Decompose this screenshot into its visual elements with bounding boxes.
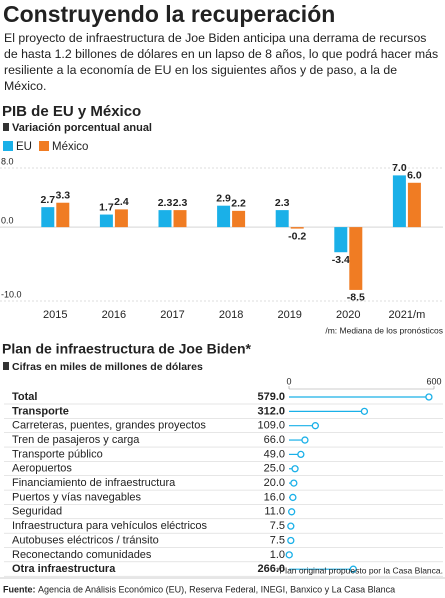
bar <box>99 214 113 228</box>
category-label: Transporte <box>12 405 69 417</box>
value-label: 1.7 <box>99 201 114 213</box>
value-label: 7.5 <box>270 520 285 532</box>
lollipop-head <box>287 536 295 545</box>
chart-subtitle: Cifras en miles de millones de dólares <box>12 361 203 373</box>
chart-title: Plan de infraestructura de Joe Biden* <box>2 341 252 357</box>
intro-text: El proyecto de infraestructura de Joe Bi… <box>4 31 439 93</box>
bar <box>41 207 55 228</box>
lollipop-head <box>285 551 293 559</box>
lollipop-head <box>287 522 295 530</box>
lollipop-head <box>289 493 297 502</box>
value-label: 2.3 <box>275 197 290 209</box>
y-tick-label: 8.0 <box>1 156 14 166</box>
value-label: 109.0 <box>257 420 285 432</box>
legend-label: México <box>52 141 88 153</box>
bar <box>56 202 70 228</box>
x-tick-label: 2016 <box>102 309 126 321</box>
value-label: 16.0 <box>264 491 285 503</box>
value-label: 2.4 <box>114 196 129 208</box>
lollipop-head <box>297 450 305 459</box>
chart-title: PIB de EU y México <box>2 103 141 120</box>
value-label: 266.0 <box>257 563 285 575</box>
y-tick-label: 0.0 <box>1 215 14 225</box>
category-label: Seguridad <box>12 506 62 518</box>
x-tick-label: 0 <box>286 376 291 386</box>
value-label: 49.0 <box>264 448 285 460</box>
value-label: 2.9 <box>216 192 231 204</box>
value-label: 7.5 <box>270 534 285 546</box>
value-label: 20.0 <box>264 477 285 489</box>
value-label: 2.3 <box>173 197 188 209</box>
value-label: 2.3 <box>158 197 173 209</box>
x-tick-label: 2015 <box>43 309 67 321</box>
category-label: Financiamiento de infraestructura <box>12 477 176 489</box>
chart-note: *Plan original propuesto por la Casa Bla… <box>276 565 443 575</box>
bar <box>349 227 363 290</box>
bar <box>232 210 246 228</box>
bar <box>114 209 128 228</box>
value-label: 11.0 <box>264 506 285 518</box>
legend-swatch <box>3 141 13 151</box>
lollipop-head <box>425 393 433 401</box>
value-label: -0.2 <box>288 230 306 242</box>
lollipop-head <box>291 465 299 473</box>
lollipop-head <box>290 479 298 487</box>
category-label: Carreteras, puentes, grandes proyectos <box>12 420 206 432</box>
value-label: 2.2 <box>231 198 246 210</box>
value-label: 6.0 <box>407 170 422 182</box>
source: Agencia de Análisis Económico (EU), Rese… <box>38 584 395 594</box>
value-label: 3.3 <box>55 190 70 202</box>
legend-swatch <box>39 141 49 151</box>
lollipop-head <box>288 508 296 516</box>
value-label: 1.0 <box>270 549 285 561</box>
category-label: Transporte público <box>12 448 103 460</box>
bar <box>407 182 421 228</box>
value-label: -3.4 <box>332 254 350 266</box>
subtitle-marker <box>3 362 9 370</box>
category-label: Puertos y vías navegables <box>12 491 142 503</box>
source-label: Fuente: <box>3 584 36 594</box>
x-tick-label: 2021/m <box>389 309 426 321</box>
lollipop-head <box>311 422 319 430</box>
x-tick-label: 2017 <box>160 309 184 321</box>
page-title: Construyendo la recuperación <box>3 1 335 27</box>
value-label: 2.7 <box>40 194 55 206</box>
lollipop-head <box>360 407 369 416</box>
lollipop-head <box>301 436 309 444</box>
bar <box>334 227 348 253</box>
chart-note: /m: Mediana de los pronósticos <box>325 325 443 335</box>
category-label: Infraestructura para vehículos eléctrico… <box>12 520 208 532</box>
category-label: Reconectando comunidades <box>12 549 152 561</box>
bar <box>173 210 187 228</box>
value-label: 312.0 <box>257 405 285 417</box>
lollipop-head <box>349 565 357 573</box>
category-label: Otra infraestructura <box>12 563 116 575</box>
category-label: Aeropuertos <box>12 463 72 475</box>
x-tick-label: 2019 <box>277 309 301 321</box>
value-label: 579.0 <box>257 391 285 403</box>
category-label: Autobuses eléctricos / tránsito <box>12 534 159 546</box>
bar <box>392 175 406 228</box>
legend-label: EU <box>16 141 32 153</box>
x-tick-label: 600 <box>426 376 441 386</box>
value-label: -8.5 <box>347 292 365 304</box>
bar <box>290 227 304 229</box>
chart-subtitle: Variación porcentual anual <box>12 122 152 134</box>
category-label: Tren de pasajeros y carga <box>12 434 140 446</box>
category-label: Total <box>12 391 37 403</box>
subtitle-marker <box>3 123 9 131</box>
value-label: 25.0 <box>264 463 285 475</box>
y-tick-label: -10.0 <box>1 289 22 299</box>
bar <box>275 210 289 228</box>
x-tick-label: 2018 <box>219 309 243 321</box>
bar <box>158 210 172 228</box>
x-tick-label: 2020 <box>336 309 360 321</box>
bar <box>217 205 231 228</box>
value-label: 7.0 <box>392 162 407 174</box>
value-label: 66.0 <box>264 434 285 446</box>
